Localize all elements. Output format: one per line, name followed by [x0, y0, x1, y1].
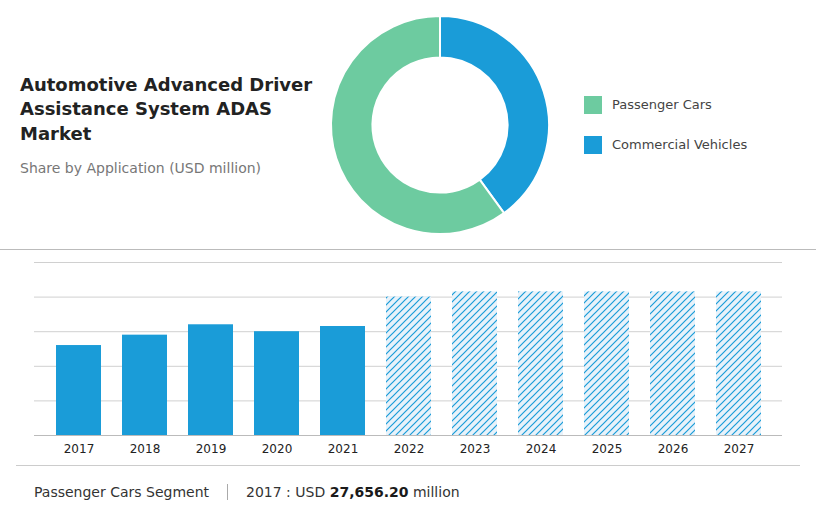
html-text:Passenger Cars: Passenger Cars	[612, 97, 712, 112]
svg-text:2024: 2024	[526, 442, 557, 456]
svg-text:2018: 2018	[130, 442, 161, 456]
svg-text:2025: 2025	[592, 442, 623, 456]
html-text:2017 : USD 27,656.20 million: 2017 : USD 27,656.20 million	[246, 484, 460, 500]
html-text:Share by Application (USD mill: Share by Application (USD million)	[20, 159, 262, 176]
svg-text:2021: 2021	[328, 442, 359, 456]
svg-text:2019: 2019	[196, 442, 227, 456]
svg-text:2022: 2022	[394, 442, 425, 456]
html-text:Commercial Vehicles: Commercial Vehicles	[612, 137, 748, 152]
svg-text:2023: 2023	[460, 442, 491, 456]
svg-text:2020: 2020	[262, 442, 293, 456]
svg-text:2026: 2026	[658, 442, 689, 456]
svg-text:2027: 2027	[724, 442, 755, 456]
html-text:Passenger Cars Segment: Passenger Cars Segment	[34, 484, 209, 500]
svg-text:2017: 2017	[64, 442, 95, 456]
html-text:Automotive Advanced Driver Ass: Automotive Advanced Driver Assistance Sy…	[20, 74, 313, 144]
